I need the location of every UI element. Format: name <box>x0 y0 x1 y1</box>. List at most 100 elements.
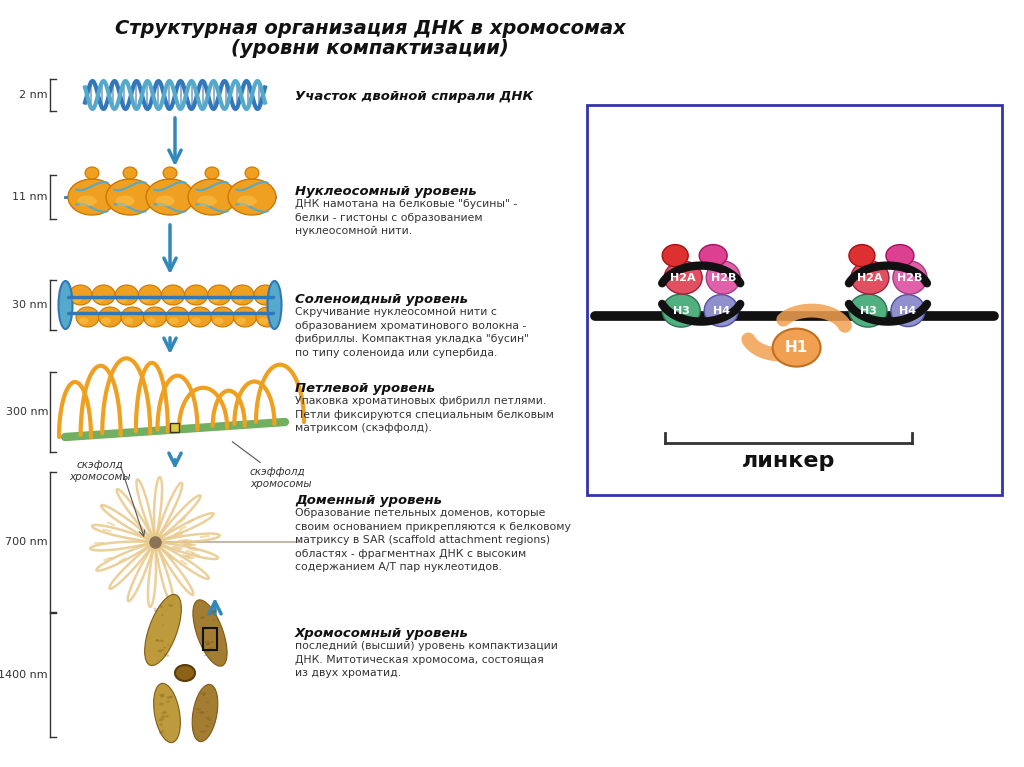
Ellipse shape <box>210 613 214 615</box>
Bar <box>203 628 217 650</box>
Ellipse shape <box>208 285 230 305</box>
Ellipse shape <box>204 730 207 732</box>
Ellipse shape <box>254 285 278 305</box>
Ellipse shape <box>116 196 134 206</box>
Ellipse shape <box>210 611 213 613</box>
Ellipse shape <box>204 693 206 694</box>
Ellipse shape <box>184 285 208 305</box>
Ellipse shape <box>206 711 208 713</box>
Text: Соленоидный уровень: Соленоидный уровень <box>295 293 468 306</box>
Ellipse shape <box>256 295 266 302</box>
Ellipse shape <box>118 295 128 302</box>
Text: Образование петельных доменов, которые
своим основанием прикрепляются к белковом: Образование петельных доменов, которые с… <box>295 508 570 572</box>
Ellipse shape <box>205 650 210 653</box>
Ellipse shape <box>166 716 169 717</box>
Ellipse shape <box>205 640 209 643</box>
Ellipse shape <box>160 723 163 726</box>
Ellipse shape <box>200 713 203 714</box>
Ellipse shape <box>204 654 207 657</box>
Text: 700 nm: 700 nm <box>5 537 48 547</box>
Text: Нуклеосомный уровень: Нуклеосомный уровень <box>295 185 476 198</box>
Ellipse shape <box>72 295 82 302</box>
Ellipse shape <box>886 245 914 267</box>
Ellipse shape <box>849 245 874 267</box>
Ellipse shape <box>236 318 246 324</box>
Ellipse shape <box>200 616 205 619</box>
Text: 300 nm: 300 nm <box>5 407 48 417</box>
Ellipse shape <box>101 318 111 324</box>
Ellipse shape <box>211 640 213 642</box>
Ellipse shape <box>171 697 173 699</box>
Ellipse shape <box>200 693 206 696</box>
Ellipse shape <box>204 617 206 619</box>
Ellipse shape <box>212 619 215 621</box>
Ellipse shape <box>161 614 164 616</box>
Ellipse shape <box>78 196 96 206</box>
Text: H4: H4 <box>899 305 916 315</box>
Ellipse shape <box>216 619 219 621</box>
Ellipse shape <box>167 644 170 646</box>
Ellipse shape <box>169 318 178 324</box>
Ellipse shape <box>154 683 180 742</box>
Ellipse shape <box>164 647 166 649</box>
Ellipse shape <box>663 294 700 327</box>
Ellipse shape <box>164 653 169 657</box>
Ellipse shape <box>146 179 194 215</box>
Ellipse shape <box>851 261 889 294</box>
Text: Участок двойной спирали ДНК: Участок двойной спирали ДНК <box>295 90 534 103</box>
Ellipse shape <box>267 281 282 329</box>
Bar <box>587 105 1002 495</box>
Ellipse shape <box>213 318 223 324</box>
Ellipse shape <box>211 641 214 644</box>
Ellipse shape <box>141 295 151 302</box>
Ellipse shape <box>160 696 165 698</box>
Text: Упаковка хроматиновых фибрилл петлями.
Петли фиксируются специальным белковым
ма: Упаковка хроматиновых фибрилл петлями. П… <box>295 396 554 433</box>
Ellipse shape <box>200 731 204 733</box>
Text: H2A: H2A <box>857 272 883 282</box>
Ellipse shape <box>154 607 157 610</box>
Ellipse shape <box>205 725 210 727</box>
Ellipse shape <box>205 167 219 179</box>
Ellipse shape <box>162 730 165 732</box>
Ellipse shape <box>187 295 198 302</box>
Ellipse shape <box>198 196 217 206</box>
Ellipse shape <box>58 281 73 329</box>
Text: скэффолд
хромосомы: скэффолд хромосомы <box>232 442 311 489</box>
Text: H3: H3 <box>673 305 689 315</box>
Ellipse shape <box>156 196 175 206</box>
Text: H4: H4 <box>713 305 730 315</box>
Ellipse shape <box>175 665 195 681</box>
Ellipse shape <box>124 318 133 324</box>
Ellipse shape <box>164 647 166 648</box>
Ellipse shape <box>891 295 925 327</box>
Ellipse shape <box>116 285 138 305</box>
Ellipse shape <box>663 245 688 267</box>
Ellipse shape <box>211 307 234 327</box>
Ellipse shape <box>699 245 727 267</box>
Ellipse shape <box>123 167 137 179</box>
Ellipse shape <box>154 610 158 612</box>
Ellipse shape <box>206 643 211 646</box>
Text: (уровни компактизации): (уровни компактизации) <box>231 39 509 58</box>
Ellipse shape <box>156 639 160 641</box>
Ellipse shape <box>893 261 927 294</box>
Ellipse shape <box>208 647 214 650</box>
Ellipse shape <box>156 640 159 642</box>
Ellipse shape <box>772 328 820 367</box>
Ellipse shape <box>160 649 164 651</box>
Ellipse shape <box>258 318 268 324</box>
Ellipse shape <box>144 594 181 666</box>
Ellipse shape <box>230 285 254 305</box>
Ellipse shape <box>76 307 99 327</box>
Ellipse shape <box>163 167 177 179</box>
Ellipse shape <box>705 295 738 327</box>
Ellipse shape <box>665 261 702 294</box>
Ellipse shape <box>160 693 165 696</box>
Text: Петлевой уровень: Петлевой уровень <box>295 382 435 395</box>
Ellipse shape <box>193 600 227 667</box>
Text: Скручивание нуклеосомной нити с
образованием хроматинового волокна -
фибриллы. К: Скручивание нуклеосомной нити с образова… <box>295 307 529 357</box>
Text: ДНК намотана на белковые "бусины" -
белки - гистоны с образованием
нуклеосомной : ДНК намотана на белковые "бусины" - белк… <box>295 199 517 236</box>
Ellipse shape <box>206 643 210 645</box>
Ellipse shape <box>170 696 173 697</box>
Text: H2B: H2B <box>897 272 923 282</box>
